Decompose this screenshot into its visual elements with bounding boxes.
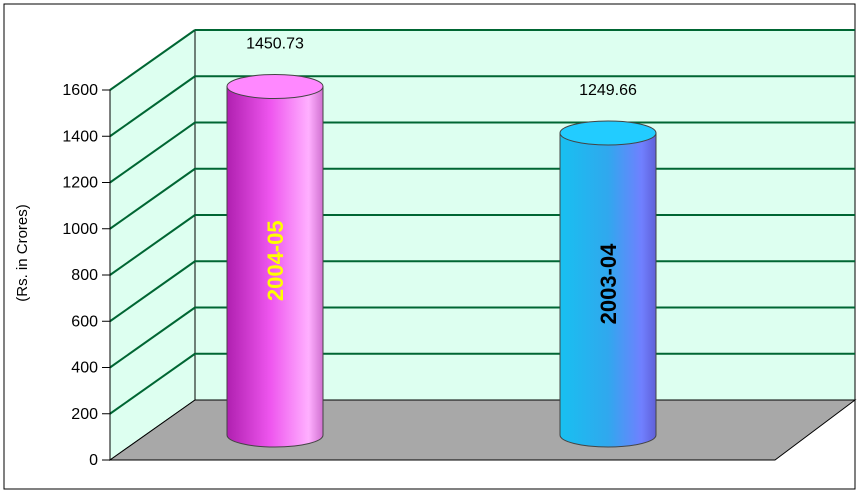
value-label: 1249.66 <box>579 82 637 99</box>
cylinder-body <box>559 132 657 448</box>
cylinder-top <box>559 120 657 146</box>
gridline-side <box>109 214 196 276</box>
gridline-side <box>109 260 196 323</box>
y-tick-label: 1400 <box>62 128 98 145</box>
category-label: 2004-05 <box>263 220 288 301</box>
category-label: 2003-04 <box>596 243 621 325</box>
gridline-side <box>109 306 196 369</box>
y-tick-label: 0 <box>89 452 98 469</box>
cylinder-body <box>226 86 324 448</box>
y-tick-label: 400 <box>71 360 98 377</box>
gridline-side <box>109 167 196 230</box>
floor <box>108 399 857 461</box>
bars: 1450.73 2004-05 1249.66 2003-04 <box>226 36 657 448</box>
y-tick-label: 1200 <box>62 175 98 192</box>
gridline-side <box>109 29 196 91</box>
gridline-side <box>109 75 196 138</box>
cylinder-top <box>226 74 324 100</box>
y-tick-label: 800 <box>71 267 98 284</box>
y-tick-label: 1600 <box>62 82 98 99</box>
y-tick-label: 200 <box>71 406 98 423</box>
gridline-side <box>109 121 196 184</box>
y-axis-ticks: 0 200 400 600 800 1000 1200 1400 1600 <box>62 82 110 469</box>
bar-2004-05: 1450.73 2004-05 <box>226 36 324 448</box>
y-tick-label: 600 <box>71 313 98 330</box>
gridline-side <box>109 352 196 415</box>
y-axis-title: (Rs. in Crores) <box>14 204 31 302</box>
bar-2003-04: 1249.66 2003-04 <box>559 82 657 448</box>
y-tick-label: 1000 <box>62 221 98 238</box>
value-label: 1450.73 <box>246 36 304 53</box>
